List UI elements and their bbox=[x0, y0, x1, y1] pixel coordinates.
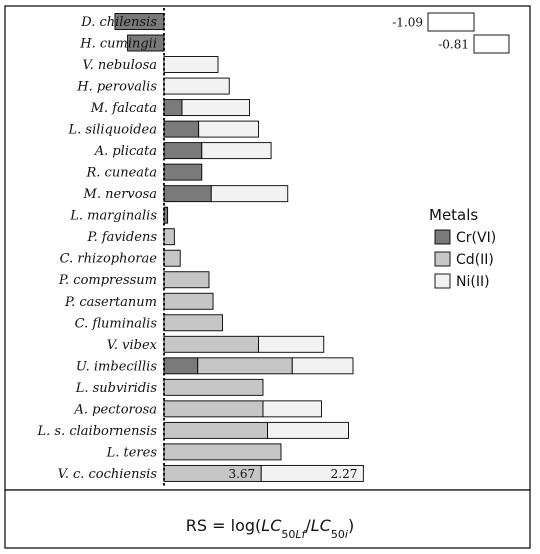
legend-swatch-ni-ii bbox=[434, 273, 451, 289]
category-label-p-favidens: P. favidens bbox=[86, 230, 157, 245]
category-label-p-casertanum: P. casertanum bbox=[64, 295, 157, 310]
category-label-v-nebulosa: V. nebulosa bbox=[82, 58, 157, 73]
bar-ni-ii-h-perovalis bbox=[163, 77, 230, 95]
category-label-c-rhizophorae: C. rhizophorae bbox=[60, 252, 158, 267]
bar-ni-ii-m-nervosa bbox=[210, 185, 289, 203]
x-axis-label-text: RS = log(LC50Lf/LC50i) bbox=[186, 516, 354, 541]
bar-cd-ii-p-favidens bbox=[163, 228, 175, 246]
category-label-d-chilensis: D. chilensis bbox=[80, 15, 157, 30]
data-label-cd-ii-v-c-cochiensis: 3.67 bbox=[228, 467, 255, 481]
bar-cd-ii-u-imbecillis bbox=[197, 357, 293, 375]
bar-cd-ii-l-s-claibornensis bbox=[163, 421, 268, 439]
bar-ni-ii-u-imbecillis bbox=[291, 357, 354, 375]
category-label-u-imbecillis: U. imbecillis bbox=[76, 359, 157, 374]
category-label-a-pectorosa: A. pectorosa bbox=[74, 402, 157, 417]
legend-title: Metals bbox=[429, 206, 478, 224]
category-label-l-marginalis: L. marginalis bbox=[69, 209, 157, 224]
legend-label-cd-ii: Cd(II) bbox=[456, 252, 494, 268]
category-labels: D. chilensis H. cumingii V. nebulosa H. per… bbox=[37, 15, 158, 482]
bar-cr-vi-a-plicata bbox=[163, 142, 203, 160]
category-label-p-compressum: P. compressum bbox=[58, 273, 157, 288]
data-label-h-cumingii: -0.81 bbox=[438, 38, 469, 52]
bar-ni-ii-v-nebulosa bbox=[163, 56, 219, 73]
data-label-d-chilensis: -1.09 bbox=[392, 16, 423, 30]
category-label-a-plicata: A. plicata bbox=[94, 144, 157, 159]
bar-ni-ii-l-siliquoidea bbox=[198, 120, 259, 138]
bar-cd-ii-v-vibex bbox=[163, 335, 259, 353]
category-label-c-fluminalis: C. fluminalis bbox=[75, 316, 158, 331]
bar-cd-ii-a-pectorosa bbox=[163, 400, 264, 418]
bar-cd-ii-c-fluminalis bbox=[163, 314, 223, 332]
category-label-l-teres: L. teres bbox=[106, 445, 158, 460]
bar-cr-vi-u-imbecillis bbox=[163, 357, 199, 375]
bar-cd-ii-p-compressum bbox=[163, 271, 210, 289]
bar-cr-vi-d-chilensis bbox=[114, 13, 165, 30]
bar-cd-ii-l-teres bbox=[163, 443, 282, 461]
data-label-ni-ii-v-c-cochiensis: 2.27 bbox=[331, 467, 358, 481]
bar-cd-ii-l-subviridis bbox=[163, 378, 264, 396]
category-label-h-cumingii: H. cumingii bbox=[79, 37, 157, 52]
category-label-h-perovalis: H. perovalis bbox=[76, 80, 157, 95]
callout-box-h-cumingii bbox=[473, 34, 510, 54]
bar-cd-ii-p-casertanum bbox=[163, 292, 214, 310]
bar-cr-vi-l-siliquoidea bbox=[163, 120, 200, 138]
legend-label-cr-vi: Cr(VI) bbox=[456, 230, 496, 246]
legend-swatch-cd-ii bbox=[434, 251, 451, 267]
bar-cr-vi-r-cuneata bbox=[163, 163, 203, 181]
bar-cr-vi-m-nervosa bbox=[163, 185, 212, 203]
category-label-v-vibex: V. vibex bbox=[107, 338, 158, 353]
category-label-r-cuneata: R. cuneata bbox=[86, 166, 158, 181]
bar-cd-ii-c-rhizophorae bbox=[163, 249, 181, 267]
bar-ni-ii-v-vibex bbox=[258, 335, 325, 353]
legend: Metals Cr(VI) Cd(II) Ni(II) bbox=[429, 206, 496, 290]
legend-label-ni-ii: Ni(II) bbox=[456, 274, 490, 290]
bar-ni-ii-a-pectorosa bbox=[262, 400, 322, 418]
legend-swatch-cr-vi bbox=[434, 229, 451, 245]
category-label-l-siliquoidea: L. siliquoidea bbox=[68, 123, 158, 138]
callout-box-d-chilensis bbox=[427, 12, 475, 32]
bar-cr-vi-m-falcata bbox=[163, 99, 183, 117]
category-label-m-nervosa: M. nervosa bbox=[83, 187, 157, 202]
category-label-m-falcata: M. falcata bbox=[90, 101, 157, 116]
category-label-l-s-claibornensis: L. s. claibornensis bbox=[37, 424, 158, 439]
bar-ni-ii-v-c-cochiensis bbox=[260, 464, 364, 482]
category-label-l-subviridis: L. subviridis bbox=[75, 381, 158, 396]
x-axis-label: RS = log(LC50Lf/LC50i) bbox=[186, 516, 354, 541]
bar-ni-ii-l-s-claibornensis bbox=[267, 421, 349, 439]
xlabel-frame bbox=[4, 489, 531, 549]
bars-layer: 3.67 2.27 -1.09 -0.81 bbox=[114, 12, 510, 482]
bar-ni-ii-m-falcata bbox=[181, 99, 250, 117]
bar-ni-ii-a-plicata bbox=[201, 142, 272, 160]
category-label-v-c-cochiensis: V. c. cochiensis bbox=[58, 467, 158, 482]
